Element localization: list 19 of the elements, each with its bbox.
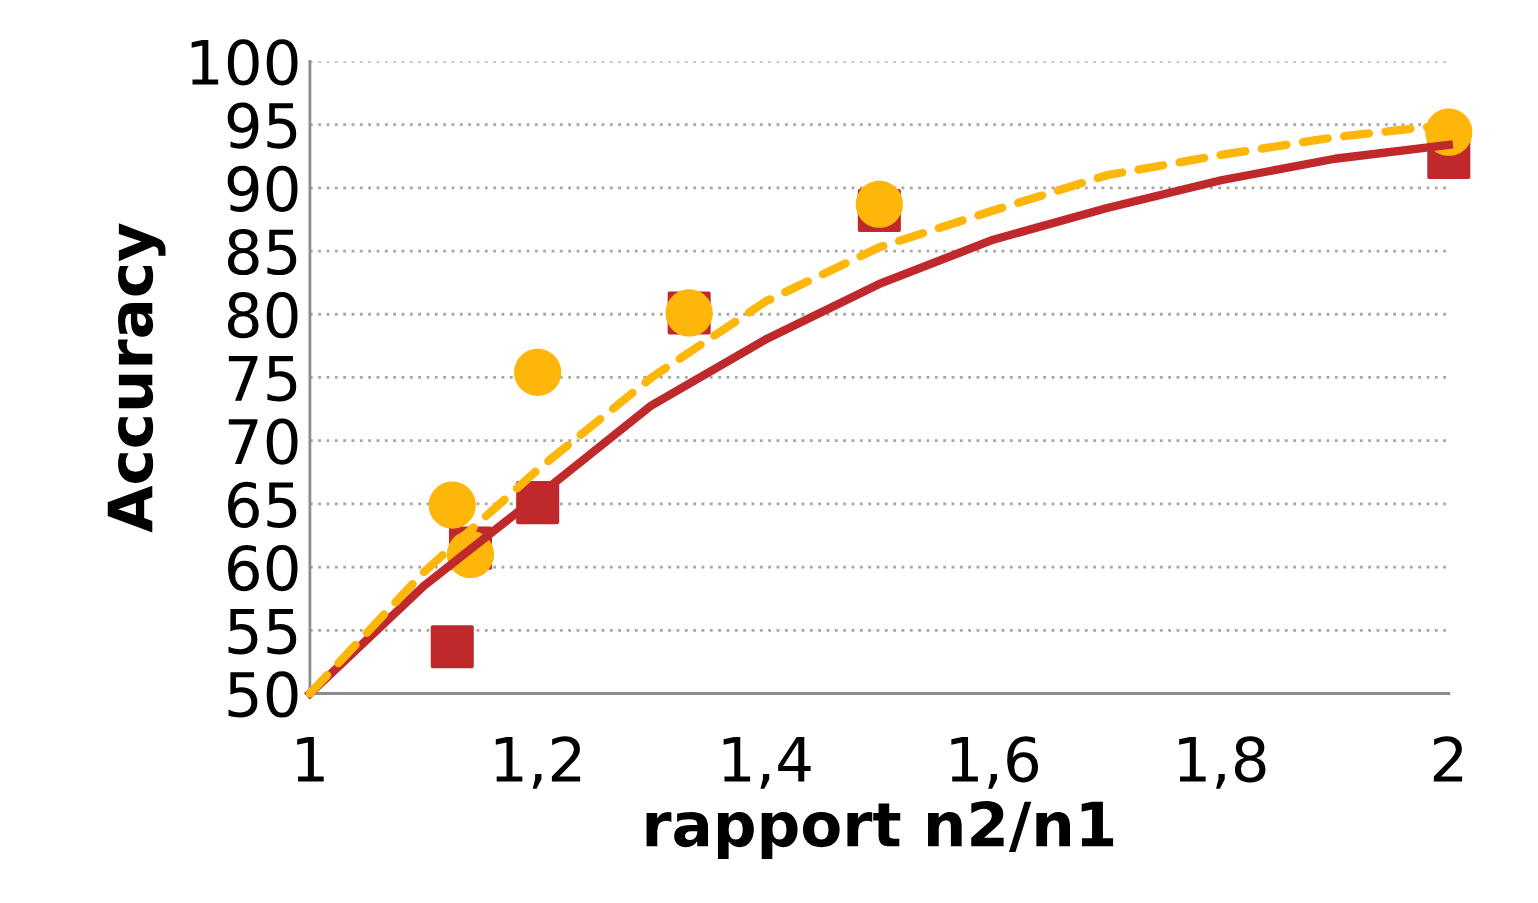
y-tick-label: 60	[228, 544, 298, 592]
y-tick-label: 70	[228, 418, 298, 465]
y-tick-label: 75	[228, 356, 297, 402]
y-tick-label: 85	[227, 228, 297, 276]
y-tick-label: 50	[228, 671, 298, 718]
x-tick-label: 1,2	[495, 736, 581, 789]
y-tick-label: 90	[227, 165, 298, 212]
x-tick-label: 2	[1433, 736, 1463, 782]
y-tick-label: 95	[227, 102, 297, 149]
x-tick-label: 1	[297, 737, 324, 782]
y-tick-label: 100	[191, 39, 298, 86]
y-tick-label: 80	[227, 292, 298, 339]
x-axis-title: rapport n2/n1	[646, 800, 1114, 860]
x-tick-label: 1,6	[951, 736, 1038, 789]
x-tick-label: 1,4	[723, 737, 811, 789]
y-tick-label: 55	[228, 608, 297, 655]
x-tick-label: 1,8	[1179, 736, 1266, 789]
y-tick-label: 65	[228, 481, 297, 528]
y-axis-title: Accuracy	[107, 223, 166, 533]
